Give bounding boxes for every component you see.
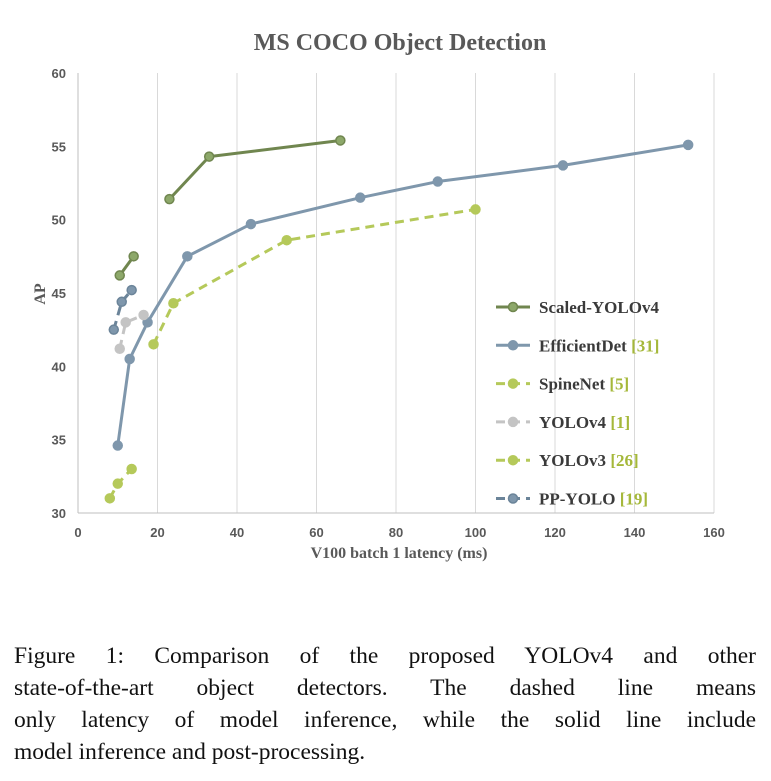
legend-citation: [26] <box>606 451 639 470</box>
x-tick-label: 140 <box>624 525 646 540</box>
data-point <box>470 204 481 215</box>
data-point <box>114 343 125 354</box>
x-tick-label: 60 <box>309 525 323 540</box>
legend-citation: [1] <box>606 413 630 432</box>
data-point <box>557 160 569 171</box>
data-point <box>281 234 292 246</box>
legend-series-name: Scaled-YOLOv4 <box>539 298 659 317</box>
y-tick-label: 30 <box>52 506 66 521</box>
legend-series-name: EfficientDet <box>539 336 627 355</box>
series-line <box>168 138 341 201</box>
legend-series-name: SpineNet <box>539 375 605 394</box>
data-point <box>120 317 131 328</box>
chart-title: MS COCO Object Detection <box>254 30 547 56</box>
series-scaled-yolov4 <box>164 135 346 205</box>
legend-citation: [31] <box>627 336 660 355</box>
x-tick-label: 100 <box>465 525 487 540</box>
caption-line: Figure 1: Comparison of the proposed YOL… <box>14 643 756 669</box>
legend-item: Scaled-YOLOv4 <box>496 298 659 317</box>
legend-swatch-marker <box>507 454 519 466</box>
legend-series-name: YOLOv4 <box>539 413 607 432</box>
legend-item: YOLOv4 [1] <box>496 413 630 432</box>
x-tick-label: 40 <box>230 525 244 540</box>
data-point <box>164 193 175 205</box>
data-point <box>114 270 125 281</box>
legend-item: PP-YOLO [19] <box>496 490 648 509</box>
legend-series-name: PP-YOLO <box>539 490 616 509</box>
legend-item: YOLOv3 [26] <box>496 451 639 470</box>
legend-label: YOLOv3 [26] <box>539 451 639 470</box>
data-point <box>126 463 137 475</box>
data-point <box>432 176 443 187</box>
x-tick-label: 80 <box>389 525 403 540</box>
data-point <box>116 296 127 308</box>
y-tick-label: 60 <box>52 66 66 81</box>
data-point <box>354 192 366 203</box>
series-scaled-yolov4 <box>114 251 139 281</box>
x-tick-label: 120 <box>544 525 566 540</box>
series-yolov4 <box>114 309 149 354</box>
caption-line: only latency of model inference, while t… <box>14 707 756 733</box>
x-tick-label: 160 <box>703 525 725 540</box>
legend-item: SpineNet [5] <box>496 375 629 394</box>
y-tick-label: 55 <box>52 139 66 154</box>
series-efficientdet <box>112 139 694 451</box>
data-point <box>124 353 135 365</box>
caption-line: model inference and post-processing. <box>14 739 366 765</box>
chart: MS COCO Object Detection 0 20 40 60 80 100 120… <box>32 30 725 562</box>
data-point <box>148 339 159 350</box>
legend-swatch-marker <box>507 378 519 389</box>
legend-label: YOLOv4 [1] <box>539 413 630 432</box>
data-point <box>182 251 193 262</box>
data-point <box>168 298 179 309</box>
legend-item: EfficientDet [31] <box>496 336 659 355</box>
figure-caption: Figure 1: Comparison of the proposed YOL… <box>14 640 756 768</box>
legend-label: EfficientDet [31] <box>539 336 659 355</box>
data-point <box>682 139 694 151</box>
y-axis-title: AP <box>32 283 49 305</box>
x-axis-title: V100 batch 1 latency (ms) <box>311 545 488 562</box>
y-tick-label: 50 <box>52 213 66 228</box>
grid <box>157 73 715 513</box>
legend-label: SpineNet [5] <box>539 375 629 394</box>
legend-swatch-marker <box>507 301 519 313</box>
legend-label: PP-YOLO [19] <box>539 490 648 509</box>
series-layer <box>104 135 694 504</box>
x-tick-label: 20 <box>150 525 164 540</box>
series-spinenet <box>148 204 481 350</box>
legend-swatch-marker <box>507 340 519 351</box>
legend-series-name: YOLOv3 <box>539 451 606 470</box>
legend-citation: [19] <box>616 490 649 509</box>
series-yolov3 <box>104 463 137 504</box>
legend-label: Scaled-YOLOv4 <box>539 298 659 317</box>
legend: Scaled-YOLOv4 EfficientDet [31] SpineNet [… <box>496 298 659 509</box>
y-tick-label: 35 <box>52 433 66 448</box>
series-line <box>116 143 689 446</box>
legend-swatch-marker <box>507 416 519 428</box>
data-point <box>108 324 120 335</box>
legend-swatch-marker <box>507 493 519 504</box>
data-point <box>112 440 123 451</box>
data-point <box>203 151 215 162</box>
data-point <box>245 218 257 230</box>
series-line <box>152 207 476 345</box>
y-tick-label: 40 <box>52 359 66 374</box>
data-point <box>128 251 139 262</box>
data-point <box>335 135 346 146</box>
axes: 0 20 40 60 80 100 120 140 160 30 35 40 45 50 55 60 <box>52 66 725 540</box>
legend-citation: [5] <box>605 375 629 394</box>
data-point <box>138 309 149 321</box>
caption-line: state-of-the-art object detectors. The d… <box>14 675 756 701</box>
y-tick-label: 45 <box>52 286 66 301</box>
data-point <box>126 284 137 296</box>
data-point <box>112 478 123 489</box>
data-point <box>104 493 116 504</box>
x-tick-label: 0 <box>74 525 81 540</box>
series-pp-yolo <box>108 284 137 335</box>
